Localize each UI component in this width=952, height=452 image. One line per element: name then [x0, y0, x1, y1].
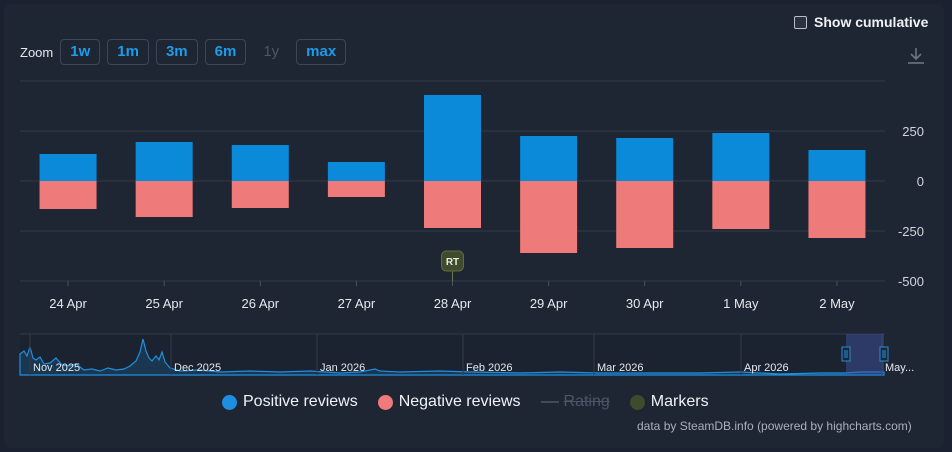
negative-bar: [327, 181, 385, 197]
legend-negative-label: Negative reviews: [398, 393, 521, 410]
navigator-handle: [841, 346, 851, 362]
legend-item-markers[interactable]: Markers: [629, 393, 709, 411]
positive-bar: [424, 95, 481, 181]
x-tick-label: 25 Apr: [145, 296, 183, 311]
negative-bar: [712, 181, 770, 229]
show-cumulative-label: Show cumulative: [814, 14, 929, 30]
x-tick-label: 27 Apr: [338, 296, 376, 311]
legend-item-rating[interactable]: Rating: [540, 393, 610, 411]
y-tick-label: 0: [917, 174, 924, 189]
positive-bar: [520, 136, 578, 181]
marker-label: RT: [446, 257, 459, 268]
markers-legend-dot: [629, 394, 645, 410]
checkbox-box[interactable]: [794, 15, 807, 29]
negative-bar: [520, 181, 578, 253]
x-tick-label: 2 May: [819, 296, 855, 311]
navigator-label: Feb 2026: [466, 362, 512, 374]
positive-bar: [712, 133, 770, 181]
y-tick-label: -250: [898, 224, 924, 239]
zoom-max-button[interactable]: max: [296, 39, 347, 65]
legend-markers-label: Markers: [650, 393, 709, 410]
x-tick-label: 29 Apr: [530, 296, 568, 311]
negative-bar: [231, 181, 289, 208]
x-tick-label: 28 Apr: [434, 296, 472, 311]
rating-legend-line: [540, 401, 559, 403]
x-tick-label: 24 Apr: [49, 296, 87, 311]
legend-item-positive[interactable]: Positive reviews: [222, 393, 358, 411]
positive-bar: [39, 154, 97, 181]
negative-bar: [808, 181, 866, 238]
zoom-1w-button[interactable]: 1w: [60, 39, 101, 65]
x-tick-label: 1 May: [723, 296, 759, 311]
navigator-label: Jan 2026: [320, 362, 365, 374]
negative-bar: [135, 181, 193, 217]
navigator-label: Nov 2025: [33, 362, 80, 374]
positive-legend-dot: [222, 394, 237, 410]
navigator-selection: [846, 334, 884, 375]
navigator-handle: [879, 346, 889, 362]
zoom-6m-button[interactable]: 6m: [204, 39, 247, 65]
legend-rating-label: Rating: [563, 393, 610, 410]
navigator-label: May...: [885, 362, 914, 374]
credits[interactable]: data by SteamDB.info (powered by highcha…: [637, 419, 912, 433]
legend-positive-label: Positive reviews: [243, 393, 358, 410]
zoom-controls: Zoom 1w 1m 3m 6m 1y max: [20, 39, 353, 65]
positive-bar: [808, 150, 866, 181]
navigator-label: Dec 2025: [174, 362, 221, 374]
positive-bar: [327, 162, 385, 181]
legend: Positive reviews Negative reviews Rating…: [222, 393, 729, 411]
negative-bar: [424, 181, 481, 228]
show-cumulative-checkbox[interactable]: Show cumulative: [794, 14, 928, 30]
zoom-1y-button: 1y: [253, 39, 290, 65]
zoom-label: Zoom: [20, 44, 54, 60]
y-tick-label: -500: [898, 274, 924, 289]
download-icon[interactable]: [906, 46, 926, 71]
positive-bar: [231, 145, 289, 181]
x-tick-label: 30 Apr: [626, 296, 664, 311]
negative-legend-dot: [377, 394, 393, 410]
zoom-3m-button[interactable]: 3m: [155, 39, 198, 65]
y-tick-label: 250: [902, 124, 924, 139]
negative-bar: [39, 181, 97, 209]
positive-bar: [616, 138, 674, 181]
x-tick-label: 26 Apr: [241, 296, 279, 311]
marker-flag: [441, 250, 464, 272]
zoom-1m-button[interactable]: 1m: [107, 39, 149, 65]
navigator-label: Mar 2026: [597, 362, 643, 374]
navigator-label: Apr 2026: [744, 362, 789, 374]
legend-item-negative[interactable]: Negative reviews: [377, 393, 521, 411]
positive-bar: [135, 142, 193, 181]
negative-bar: [616, 181, 674, 248]
navigator-series: [19, 338, 885, 376]
